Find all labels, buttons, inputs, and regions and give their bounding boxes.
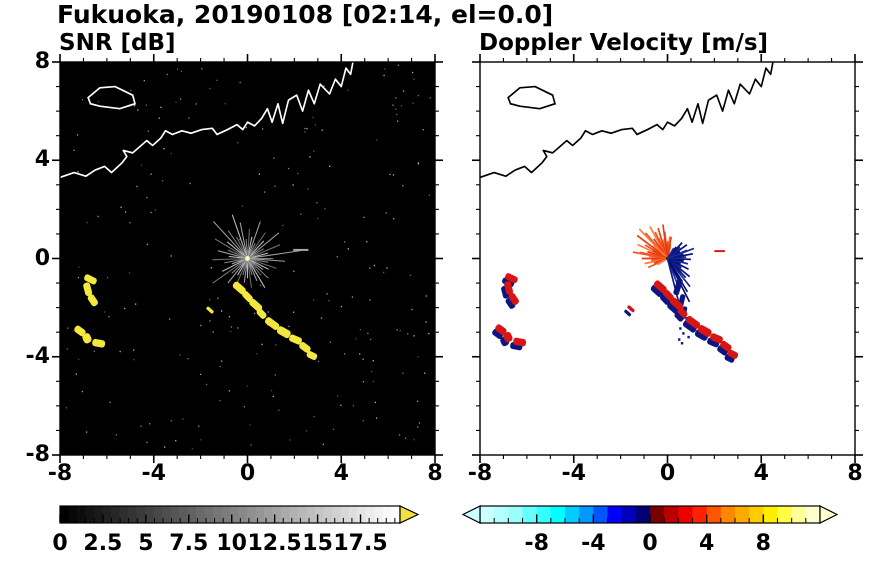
- colorbar-tick-label: 10: [216, 531, 247, 556]
- colorbar-tick-label: 5: [138, 531, 154, 556]
- colorbar-tick-label: 8: [755, 531, 771, 556]
- radar-center-dot: [665, 256, 670, 261]
- x-tick-label: 4: [333, 461, 349, 486]
- y-tick-label: -8: [25, 442, 50, 467]
- overflow-arrow: [819, 505, 839, 524]
- x-tick-label: 8: [427, 461, 443, 486]
- doppler-colorbar: [461, 505, 839, 524]
- colorbar-tick-label: 12.5: [247, 531, 302, 556]
- colorbar-tick-label: 0: [642, 531, 658, 556]
- x-tick-label: 0: [239, 461, 256, 486]
- y-tick-label: 4: [34, 147, 50, 173]
- radar-center-dot: [245, 256, 250, 261]
- colorbar-tick-label: 7.5: [169, 531, 209, 556]
- colorbar-tick-label: 4: [699, 531, 715, 556]
- doppler-radar-plot: [480, 62, 855, 455]
- figure-title: Fukuoka, 20190108 [02:14, el=0.0]: [57, 0, 554, 29]
- snr-radar-plot: [60, 62, 435, 455]
- x-tick-label: 4: [753, 461, 769, 486]
- overflow-arrow: [399, 505, 420, 524]
- x-tick-label: 0: [659, 461, 676, 486]
- colorbar-tick-label: -8: [524, 531, 549, 556]
- colorbar-tick-label: 17.5: [333, 531, 388, 556]
- x-tick-label: 8: [847, 461, 863, 486]
- x-tick-label: -4: [561, 461, 586, 486]
- y-tick-label: 8: [34, 49, 50, 74]
- colorbar-tick-label: 15: [302, 531, 333, 556]
- x-tick-label: -8: [47, 461, 73, 486]
- y-tick-label: -4: [25, 343, 50, 369]
- doppler-panel-title: Doppler Velocity [m/s]: [479, 30, 769, 56]
- y-tick-label: 0: [34, 245, 50, 271]
- colorbar-tick-label: 0: [52, 531, 68, 556]
- underflow-arrow: [461, 505, 481, 524]
- snr-panel-title: SNR [dB]: [59, 30, 176, 56]
- x-tick-label: -4: [141, 461, 166, 486]
- colorbar-tick-label: -4: [581, 531, 606, 556]
- x-tick-label: -8: [467, 461, 493, 486]
- snr-colorbar: [59, 505, 420, 524]
- colorbar-tick-label: 2.5: [83, 531, 123, 556]
